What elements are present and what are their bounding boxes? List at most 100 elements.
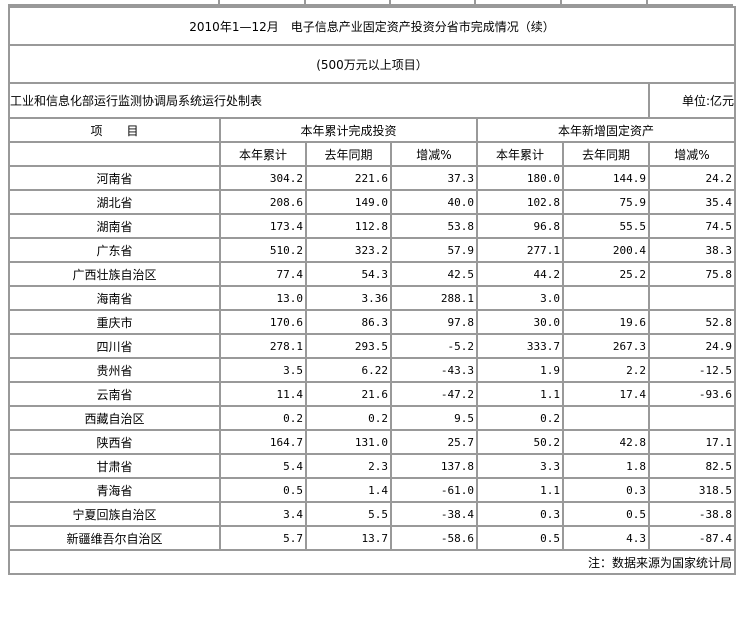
value-cell: 96.8 — [476, 213, 564, 239]
value-cell: 149.0 — [305, 189, 392, 215]
value-cell: 52.8 — [647, 309, 737, 335]
value-cell: 1.8 — [562, 453, 650, 479]
table-row: 广东省 510.2 323.2 57.9 277.1 200.4 38.3 — [8, 237, 737, 263]
region-name: 湖南省 — [8, 213, 221, 239]
value-cell: 333.7 — [476, 333, 564, 359]
value-cell: 0.2 — [305, 405, 392, 431]
region-name: 贵州省 — [8, 357, 221, 383]
value-cell: -61.0 — [390, 477, 478, 503]
table-row: 云南省 11.4 21.6 -47.2 1.1 17.4 -93.6 — [8, 381, 737, 407]
value-cell: 137.8 — [390, 453, 478, 479]
region-name: 西藏自治区 — [8, 405, 221, 431]
value-cell: 304.2 — [219, 165, 307, 191]
value-cell: 75.8 — [647, 261, 737, 287]
table-row: 重庆市 170.6 86.3 97.8 30.0 19.6 52.8 — [8, 309, 737, 335]
subheader: 本年累计 — [219, 141, 307, 167]
region-name: 海南省 — [8, 285, 221, 311]
value-cell: 9.5 — [390, 405, 478, 431]
value-cell: 164.7 — [219, 429, 307, 455]
value-cell: 510.2 — [219, 237, 307, 263]
header-blank — [8, 141, 221, 167]
value-cell — [647, 285, 737, 311]
value-cell: 13.0 — [219, 285, 307, 311]
value-cell: 0.2 — [219, 405, 307, 431]
value-cell: 19.6 — [562, 309, 650, 335]
value-cell: 74.5 — [647, 213, 737, 239]
value-cell: 3.5 — [219, 357, 307, 383]
value-cell: 278.1 — [219, 333, 307, 359]
value-cell: 21.6 — [305, 381, 392, 407]
value-cell: 75.9 — [562, 189, 650, 215]
value-cell: 44.2 — [476, 261, 564, 287]
value-cell: 53.8 — [390, 213, 478, 239]
value-cell: 17.1 — [647, 429, 737, 455]
value-cell: 3.4 — [219, 501, 307, 527]
table-row: 四川省 278.1 293.5 -5.2 333.7 267.3 24.9 — [8, 333, 737, 359]
value-cell: 55.5 — [562, 213, 650, 239]
table-row: 广西壮族自治区 77.4 54.3 42.5 44.2 25.2 75.8 — [8, 261, 737, 287]
header-item: 项 目 — [8, 117, 221, 143]
value-cell: 24.2 — [647, 165, 737, 191]
value-cell: 54.3 — [305, 261, 392, 287]
table-row: 湖北省 208.6 149.0 40.0 102.8 75.9 35.4 — [8, 189, 737, 215]
value-cell: 5.7 — [219, 525, 307, 551]
table-row: 贵州省 3.5 6.22 -43.3 1.9 2.2 -12.5 — [8, 357, 737, 383]
table-row: 陕西省 164.7 131.0 25.7 50.2 42.8 17.1 — [8, 429, 737, 455]
region-name: 新疆维吾尔自治区 — [8, 525, 221, 551]
footnote: 注：数据来源为国家统计局 — [7, 549, 737, 575]
value-cell: 173.4 — [219, 213, 307, 239]
value-cell: 11.4 — [219, 381, 307, 407]
value-cell: 57.9 — [390, 237, 478, 263]
value-cell: 35.4 — [647, 189, 737, 215]
value-cell — [562, 285, 650, 311]
region-name: 湖北省 — [8, 189, 221, 215]
subheader: 本年累计 — [476, 141, 564, 167]
value-cell: 293.5 — [305, 333, 392, 359]
value-cell: 25.2 — [562, 261, 650, 287]
subheader: 增减% — [390, 141, 478, 167]
subheader: 去年同期 — [562, 141, 650, 167]
header-group-new-assets: 本年新增固定资产 — [475, 117, 737, 143]
value-cell: 318.5 — [647, 477, 737, 503]
table-row: 新疆维吾尔自治区 5.7 13.7 -58.6 0.5 4.3 -87.4 — [8, 525, 737, 551]
investment-table: 2010年1—12月 电子信息产业固定资产投资分省市完成情况（续） (500万元… — [7, 6, 737, 575]
value-cell: 0.2 — [476, 405, 564, 431]
region-name: 河南省 — [8, 165, 221, 191]
region-name: 宁夏回族自治区 — [8, 501, 221, 527]
value-cell: 4.3 — [562, 525, 650, 551]
table-row: 湖南省 173.4 112.8 53.8 96.8 55.5 74.5 — [8, 213, 737, 239]
value-cell: 1.1 — [476, 381, 564, 407]
value-cell: 131.0 — [305, 429, 392, 455]
value-cell: 1.1 — [476, 477, 564, 503]
value-cell: 5.5 — [305, 501, 392, 527]
table-row: 西藏自治区 0.2 0.2 9.5 0.2 — [8, 405, 737, 431]
region-name: 甘肃省 — [8, 453, 221, 479]
table-row: 宁夏回族自治区 3.4 5.5 -38.4 0.3 0.5 -38.8 — [8, 501, 737, 527]
value-cell: 2.3 — [305, 453, 392, 479]
value-cell: 50.2 — [476, 429, 564, 455]
value-cell: 3.0 — [476, 285, 564, 311]
value-cell: 0.3 — [476, 501, 564, 527]
value-cell: 13.7 — [305, 525, 392, 551]
region-name: 重庆市 — [8, 309, 221, 335]
value-cell: 3.3 — [476, 453, 564, 479]
subheader: 增减% — [647, 141, 737, 167]
value-cell: -58.6 — [390, 525, 478, 551]
table-row: 甘肃省 5.4 2.3 137.8 3.3 1.8 82.5 — [8, 453, 737, 479]
value-cell: 323.2 — [305, 237, 392, 263]
value-cell: 37.3 — [390, 165, 478, 191]
region-name: 云南省 — [8, 381, 221, 407]
value-cell: 82.5 — [647, 453, 737, 479]
value-cell: 0.5 — [476, 525, 564, 551]
value-cell: 17.4 — [562, 381, 650, 407]
value-cell: 288.1 — [390, 285, 478, 311]
value-cell: 97.8 — [390, 309, 478, 335]
value-cell: 180.0 — [476, 165, 564, 191]
value-cell: 170.6 — [219, 309, 307, 335]
value-cell: 102.8 — [476, 189, 564, 215]
value-cell: 1.4 — [305, 477, 392, 503]
value-cell: -5.2 — [390, 333, 478, 359]
value-cell: 200.4 — [562, 237, 650, 263]
value-cell: 0.5 — [219, 477, 307, 503]
value-cell: 77.4 — [219, 261, 307, 287]
